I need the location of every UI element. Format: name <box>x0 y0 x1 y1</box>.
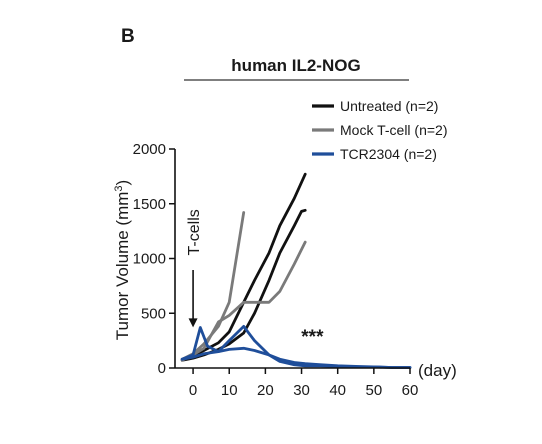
x-tick-label: 10 <box>221 382 238 399</box>
y-tick-label: 1500 <box>133 196 166 213</box>
y-tick-label: 500 <box>141 305 166 322</box>
significance-stars: *** <box>301 327 324 348</box>
y-axis-label: Tumor Volume (mm3) <box>113 180 132 340</box>
x-tick-label: 30 <box>293 382 310 399</box>
legend-label: Mock T-cell (n=2) <box>340 122 448 138</box>
x-axis-unit: (day) <box>418 361 457 380</box>
y-tick-label: 2000 <box>133 141 166 158</box>
x-tick-label: 50 <box>366 382 383 399</box>
y-tick-label: 0 <box>158 360 166 377</box>
legend: Untreated (n=2) Mock T-cell (n=2) TCR2304 … <box>312 98 448 162</box>
plot-lines <box>180 172 412 369</box>
x-tick-label: 0 <box>189 382 197 399</box>
x-ticks: 0 10 20 30 40 50 60 <box>189 368 418 399</box>
treatment-arrow-head <box>188 318 198 328</box>
x-tick-label: 60 <box>402 382 419 399</box>
series-line-4 <box>180 240 307 362</box>
panel-letter: B <box>121 26 135 47</box>
x-tick-label: 40 <box>329 382 346 399</box>
legend-label: TCR2304 (n=2) <box>340 146 437 162</box>
y-tick-label: 1000 <box>133 251 166 268</box>
annotations: T-cells *** <box>186 209 324 348</box>
x-tick-label: 20 <box>257 382 274 399</box>
series-line-6 <box>180 346 412 369</box>
legend-label: Untreated (n=2) <box>340 98 438 114</box>
chart-title: human IL2-NOG <box>231 56 360 75</box>
y-ticks: 0 500 1000 1500 2000 <box>133 141 175 377</box>
treatment-annotation: T-cells <box>186 209 203 255</box>
